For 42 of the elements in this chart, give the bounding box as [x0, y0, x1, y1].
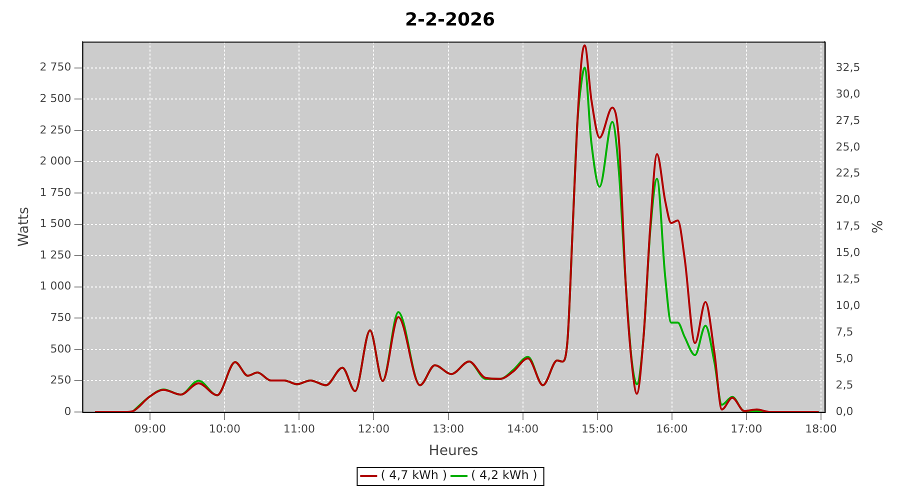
x-tick-label: 10:00: [208, 422, 241, 436]
y2-tick-label: 12,5: [836, 272, 860, 286]
x-tick-label: 11:00: [283, 422, 316, 436]
y-tick-label: 2 250: [40, 123, 72, 136]
x-tick-label: 14:00: [506, 422, 539, 436]
y-tick-label: 1 000: [40, 280, 72, 293]
legend-label: ( 4,2 kWh ): [471, 468, 538, 482]
y2-tick-label: 22,5: [836, 166, 860, 180]
y2-tick-label: 7,5: [836, 325, 854, 338]
y-axis-title: Watts: [16, 206, 32, 247]
y2-tick-label: 32,5: [836, 60, 860, 74]
y2-tick-label: 0,0: [836, 404, 854, 418]
y-tick-label: 2 500: [40, 92, 72, 106]
x-tick-label: 13:00: [432, 422, 464, 436]
y2-tick-label: 20,0: [836, 193, 860, 206]
y2-tick-label: 27,5: [836, 114, 860, 127]
y-tick-label: 2 000: [40, 154, 72, 168]
y2-tick-label: 17,5: [836, 220, 860, 233]
x-tick-label: 12:00: [358, 422, 390, 436]
y-tick-label: 250: [50, 374, 72, 387]
y-tick-label: 750: [50, 311, 72, 324]
x-tick-label: 16:00: [656, 422, 688, 436]
legend-label: ( 4,7 kWh ): [380, 468, 447, 482]
y2-tick-label: 5,0: [836, 352, 854, 365]
y2-tick-label: 2,5: [836, 378, 854, 392]
chart-title: 2-2-2026: [404, 9, 496, 30]
y2-tick-label: 10,0: [836, 299, 860, 312]
y-tick-label: 2 750: [40, 60, 72, 74]
x-axis-title: Heures: [428, 443, 478, 460]
x-tick-label: 09:00: [134, 422, 166, 436]
y-tick-label: 1 750: [40, 186, 72, 199]
y2-tick-label: 30,0: [836, 87, 860, 100]
y-tick-label: 500: [50, 342, 72, 356]
y2-axis-title: %: [868, 220, 884, 234]
x-tick-label: 17:00: [730, 422, 762, 436]
x-tick-label: 15:00: [582, 422, 614, 436]
y2-tick-label: 15,0: [836, 246, 860, 260]
y-tick-label: 0: [64, 404, 72, 418]
y-tick-label: 1 500: [40, 217, 72, 230]
y-tick-label: 1 250: [40, 248, 72, 262]
x-tick-label: 18:00: [805, 422, 837, 436]
y2-tick-label: 25,0: [836, 140, 860, 154]
